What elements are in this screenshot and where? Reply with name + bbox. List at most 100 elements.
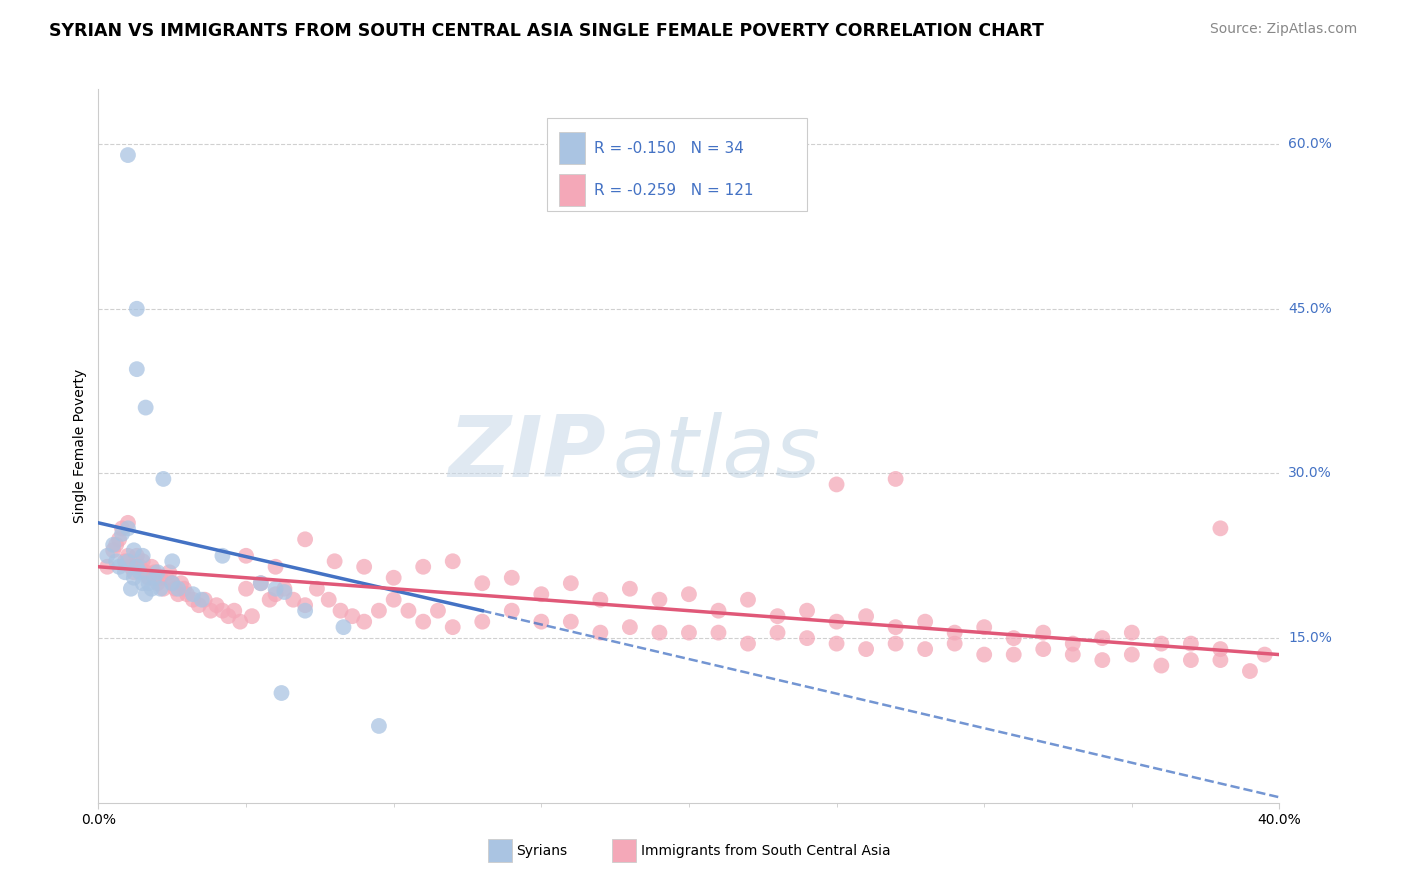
Point xyxy=(114,566,136,580)
Point xyxy=(128,559,150,574)
Point xyxy=(884,637,907,651)
Bar xyxy=(560,132,585,164)
Point xyxy=(211,604,233,618)
Point xyxy=(1091,653,1114,667)
Point xyxy=(294,604,316,618)
Point xyxy=(149,582,172,596)
Point xyxy=(194,592,217,607)
Point xyxy=(678,587,700,601)
Point xyxy=(105,554,128,568)
Point xyxy=(973,648,995,662)
Point xyxy=(135,401,157,415)
Point xyxy=(96,559,118,574)
Point xyxy=(855,642,877,657)
Point xyxy=(117,148,139,162)
Point xyxy=(128,566,150,580)
Point xyxy=(1209,521,1232,535)
Point xyxy=(96,549,118,563)
Point xyxy=(619,582,641,596)
Text: 60.0%: 60.0% xyxy=(1288,137,1333,151)
Point xyxy=(200,604,222,618)
Point xyxy=(181,592,204,607)
Point xyxy=(117,521,139,535)
Point xyxy=(707,625,730,640)
Point xyxy=(162,576,183,591)
Point xyxy=(122,543,145,558)
Bar xyxy=(560,174,585,206)
Point xyxy=(122,571,145,585)
Point xyxy=(707,604,730,618)
Bar xyxy=(488,839,512,862)
Point xyxy=(766,625,789,640)
Text: Immigrants from South Central Asia: Immigrants from South Central Asia xyxy=(641,844,890,857)
Text: R = -0.259   N = 121: R = -0.259 N = 121 xyxy=(595,183,754,198)
Point xyxy=(678,625,700,640)
Point xyxy=(342,609,364,624)
Point xyxy=(737,592,759,607)
Point xyxy=(132,554,155,568)
Text: SYRIAN VS IMMIGRANTS FROM SOUTH CENTRAL ASIA SINGLE FEMALE POVERTY CORRELATION C: SYRIAN VS IMMIGRANTS FROM SOUTH CENTRAL … xyxy=(49,22,1045,40)
Point xyxy=(105,538,128,552)
Point xyxy=(264,582,287,596)
Point xyxy=(149,571,172,585)
Text: R = -0.150   N = 34: R = -0.150 N = 34 xyxy=(595,141,744,156)
Point xyxy=(235,582,257,596)
Point xyxy=(117,554,139,568)
Point xyxy=(825,637,848,651)
Point xyxy=(914,642,936,657)
Point xyxy=(162,554,183,568)
Point xyxy=(235,549,257,563)
Point xyxy=(181,587,204,601)
Point xyxy=(240,609,263,624)
Point xyxy=(125,301,148,316)
Point xyxy=(884,472,907,486)
Point xyxy=(1002,648,1025,662)
Point xyxy=(108,533,131,547)
Point xyxy=(973,620,995,634)
Point xyxy=(167,582,190,596)
Point xyxy=(143,566,166,580)
Point xyxy=(648,625,671,640)
Text: 45.0%: 45.0% xyxy=(1288,301,1331,316)
Point xyxy=(412,559,434,574)
Point xyxy=(501,604,523,618)
Point xyxy=(132,576,155,591)
Point xyxy=(155,571,177,585)
Point xyxy=(103,538,125,552)
Point xyxy=(135,587,157,601)
Point xyxy=(273,585,295,599)
Point xyxy=(283,592,305,607)
Point xyxy=(176,587,198,601)
Point xyxy=(191,592,214,607)
Point xyxy=(294,598,316,612)
Point xyxy=(138,571,160,585)
Point xyxy=(146,576,169,591)
Point xyxy=(318,592,340,607)
Point xyxy=(250,576,273,591)
Point xyxy=(353,559,375,574)
Point xyxy=(1239,664,1261,678)
Point xyxy=(224,604,246,618)
Point xyxy=(441,554,464,568)
Point xyxy=(943,637,966,651)
Point xyxy=(368,719,391,733)
Point xyxy=(1150,637,1173,651)
Point xyxy=(943,625,966,640)
Point xyxy=(211,549,233,563)
Point xyxy=(143,571,166,585)
Point xyxy=(114,554,136,568)
Point xyxy=(332,620,354,634)
Point xyxy=(560,615,582,629)
Text: atlas: atlas xyxy=(612,411,820,495)
Bar xyxy=(612,839,636,862)
Point xyxy=(141,582,163,596)
Point xyxy=(1209,653,1232,667)
Point xyxy=(108,559,131,574)
Point xyxy=(259,592,281,607)
Point xyxy=(501,571,523,585)
Point xyxy=(560,576,582,591)
Point xyxy=(323,554,346,568)
Point xyxy=(305,582,328,596)
Point xyxy=(170,576,193,591)
Point xyxy=(152,472,174,486)
